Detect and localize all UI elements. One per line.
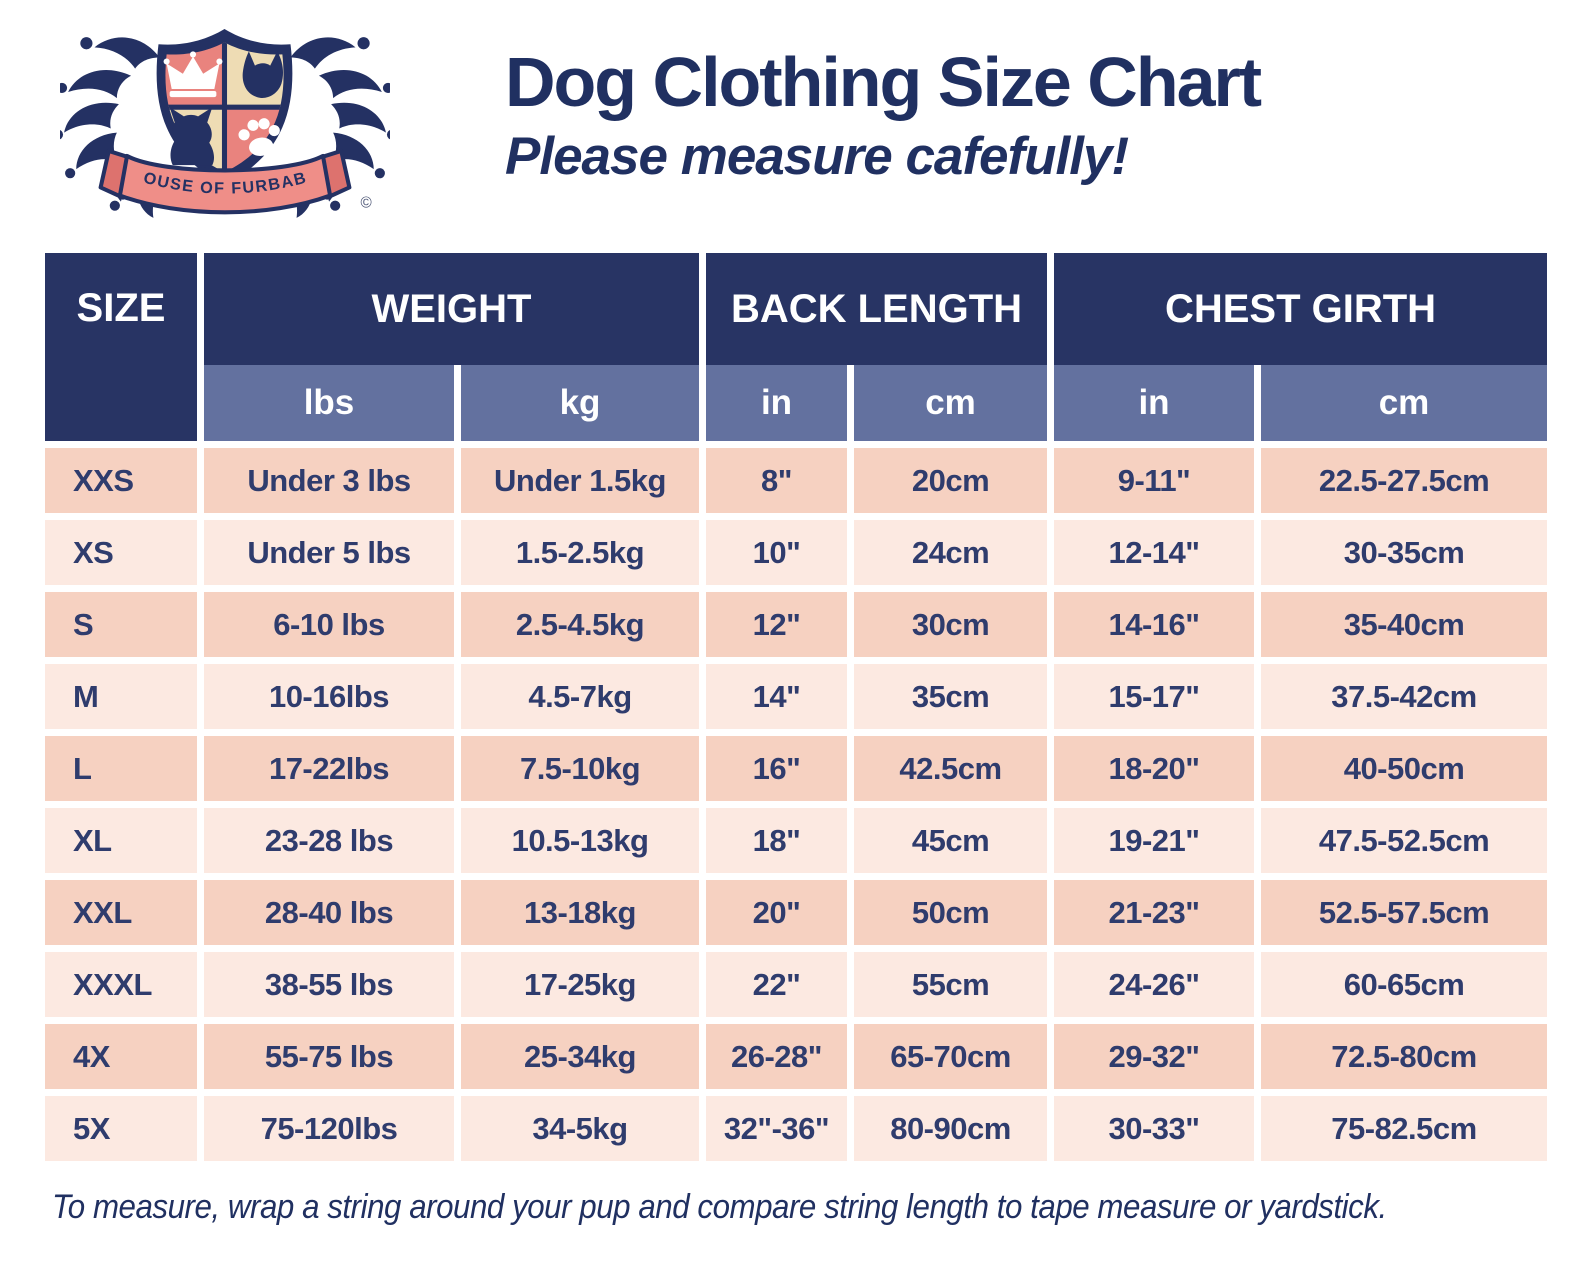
value-cell: 22" [706, 952, 847, 1017]
page-title: Dog Clothing Size Chart [505, 43, 1262, 121]
value-cell: 72.5-80cm [1261, 1024, 1547, 1089]
value-cell: 47.5-52.5cm [1261, 808, 1547, 873]
value-cell: 12-14" [1054, 520, 1254, 585]
value-cell: 38-55 lbs [204, 952, 454, 1017]
value-cell: 2.5-4.5kg [461, 592, 699, 657]
size-cell: 4X [45, 1024, 197, 1089]
value-cell: 24-26" [1054, 952, 1254, 1017]
column-header-size: SIZE [45, 253, 197, 441]
value-cell: 8" [706, 448, 847, 513]
value-cell: 30-33" [1054, 1096, 1254, 1161]
value-cell: Under 1.5kg [461, 448, 699, 513]
value-cell: 25-34kg [461, 1024, 699, 1089]
column-header-chest-girth: CHEST GIRTH [1054, 253, 1547, 365]
value-cell: 17-25kg [461, 952, 699, 1017]
value-cell: 18" [706, 808, 847, 873]
value-cell: 26-28" [706, 1024, 847, 1089]
value-cell: 10.5-13kg [461, 808, 699, 873]
unit-header-back-in: in [706, 365, 847, 441]
value-cell: 9-11" [1054, 448, 1254, 513]
paw-icon [238, 118, 280, 156]
value-cell: 20cm [854, 448, 1047, 513]
size-cell: M [45, 664, 197, 729]
value-cell: Under 5 lbs [204, 520, 454, 585]
value-cell: 55cm [854, 952, 1047, 1017]
value-cell: 65-70cm [854, 1024, 1047, 1089]
value-cell: 1.5-2.5kg [461, 520, 699, 585]
value-cell: 15-17" [1054, 664, 1254, 729]
column-header-weight: WEIGHT [204, 253, 699, 365]
unit-header-back-cm: cm [854, 365, 1047, 441]
value-cell: 18-20" [1054, 736, 1254, 801]
value-cell: 75-120lbs [204, 1096, 454, 1161]
value-cell: 50cm [854, 880, 1047, 945]
value-cell: 52.5-57.5cm [1261, 880, 1547, 945]
crest-logo-graphic: HOUSE OF FURBABY © [52, 0, 398, 218]
value-cell: 13-18kg [461, 880, 699, 945]
value-cell: 29-32" [1054, 1024, 1254, 1089]
cat-icon [169, 107, 215, 166]
title-block: Dog Clothing Size Chart Please measure c… [505, 43, 1545, 187]
value-cell: 37.5-42cm [1261, 664, 1547, 729]
unit-header-lbs: lbs [204, 365, 454, 441]
value-cell: 45cm [854, 808, 1047, 873]
size-cell: XXS [45, 448, 197, 513]
value-cell: 4.5-7kg [461, 664, 699, 729]
size-cell: XS [45, 520, 197, 585]
value-cell: 24cm [854, 520, 1047, 585]
copyright-icon: © [361, 195, 372, 212]
table-header: SIZE WEIGHT BACK LENGTH CHEST GIRTH lbs … [45, 253, 1547, 441]
column-header-back-length: BACK LENGTH [706, 253, 1047, 365]
value-cell: 80-90cm [854, 1096, 1047, 1161]
value-cell: 21-23" [1054, 880, 1254, 945]
value-cell: 19-21" [1054, 808, 1254, 873]
value-cell: 30-35cm [1261, 520, 1547, 585]
unit-header-chest-in: in [1054, 365, 1254, 441]
unit-header-chest-cm: cm [1261, 365, 1547, 441]
unit-header-kg: kg [461, 365, 699, 441]
size-cell: XXXL [45, 952, 197, 1017]
size-cell: 5X [45, 1096, 197, 1161]
value-cell: 28-40 lbs [204, 880, 454, 945]
value-cell: Under 3 lbs [204, 448, 454, 513]
size-chart-table: SIZE WEIGHT BACK LENGTH CHEST GIRTH lbs … [45, 253, 1547, 1161]
value-cell: 16" [706, 736, 847, 801]
value-cell: 22.5-27.5cm [1261, 448, 1547, 513]
table-body: XXS Under 3 lbs Under 1.5kg 8" 20cm 9-11… [45, 448, 1547, 1161]
crown-icon [163, 51, 223, 98]
value-cell: 35cm [854, 664, 1047, 729]
value-cell: 17-22lbs [204, 736, 454, 801]
dog-icon [242, 51, 284, 98]
value-cell: 30cm [854, 592, 1047, 657]
value-cell: 23-28 lbs [204, 808, 454, 873]
value-cell: 12" [706, 592, 847, 657]
value-cell: 10" [706, 520, 847, 585]
value-cell: 34-5kg [461, 1096, 699, 1161]
value-cell: 60-65cm [1261, 952, 1547, 1017]
measuring-instructions: To measure, wrap a string around your pu… [52, 1188, 1387, 1226]
value-cell: 6-10 lbs [204, 592, 454, 657]
value-cell: 7.5-10kg [461, 736, 699, 801]
value-cell: 35-40cm [1261, 592, 1547, 657]
value-cell: 32"-36" [706, 1096, 847, 1161]
value-cell: 10-16lbs [204, 664, 454, 729]
shield-icon [156, 29, 293, 185]
value-cell: 14-16" [1054, 592, 1254, 657]
value-cell: 42.5cm [854, 736, 1047, 801]
size-cell: S [45, 592, 197, 657]
value-cell: 55-75 lbs [204, 1024, 454, 1089]
page-subtitle: Please measure cafefully! [505, 126, 1129, 186]
house-of-furbaby-logo: HOUSE OF FURBABY © [52, 0, 398, 243]
size-cell: XXL [45, 880, 197, 945]
value-cell: 20" [706, 880, 847, 945]
value-cell: 75-82.5cm [1261, 1096, 1547, 1161]
value-cell: 40-50cm [1261, 736, 1547, 801]
size-cell: L [45, 736, 197, 801]
size-cell: XL [45, 808, 197, 873]
value-cell: 14" [706, 664, 847, 729]
